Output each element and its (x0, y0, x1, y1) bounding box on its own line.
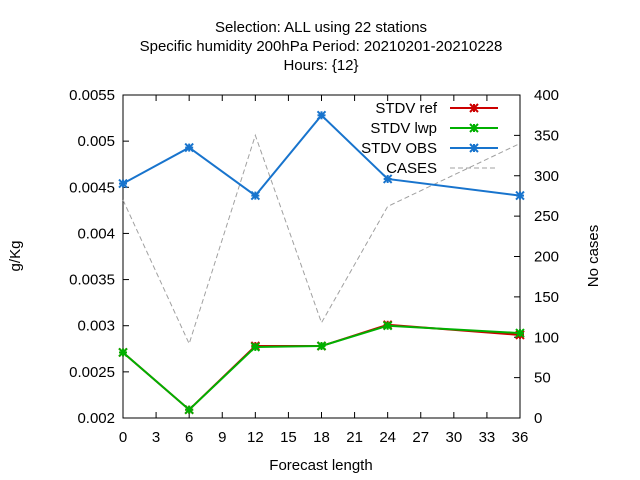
title-line: Selection: ALL using 22 stations (215, 19, 427, 36)
y2-tick-label: 350 (534, 127, 559, 144)
y-tick-label: 0.005 (77, 133, 115, 150)
x-tick-label: 6 (185, 429, 193, 446)
y-axis-label: g/Kg (7, 241, 24, 272)
data-point-stdv-lwp (184, 404, 194, 415)
series-line-stdv-lwp (122, 324, 521, 412)
data-point-stdv-obs (316, 110, 327, 121)
x-tick-label: 18 (313, 429, 330, 446)
x-axis: 0 3 6 9 12 15 18 21 24 27 30 33 36 (119, 95, 529, 446)
x-tick-label: 30 (445, 429, 462, 446)
legend-marker (469, 103, 479, 113)
y2-tick-label: 250 (534, 208, 559, 225)
data-point-stdv-lwp (515, 328, 525, 338)
data-point-stdv-obs (382, 174, 393, 184)
x-tick-label: 36 (512, 429, 529, 446)
title-line: Hours: {12} (283, 57, 358, 74)
chart-title: Selection: ALL using 22 stations Specific… (140, 19, 503, 74)
y2-tick-label: 150 (534, 289, 559, 306)
x-tick-label: 12 (247, 429, 264, 446)
plot-frame (122, 94, 521, 419)
legend-label: STDV OBS (361, 140, 437, 157)
x-tick-label: 0 (119, 429, 127, 446)
plot-border (122, 94, 521, 419)
data-point-stdv-obs (118, 178, 128, 189)
y2-axis-label: No cases (585, 225, 602, 288)
y-tick-label: 0.0055 (69, 87, 115, 104)
y2-tick-label: 100 (534, 329, 559, 346)
y2-tick-label: 400 (534, 87, 559, 104)
data-point-stdv-lwp (316, 341, 327, 351)
y-axis: 0.002 0.0025 0.003 0.0035 0.004 0.0045 0.005 0.… (69, 87, 129, 427)
legend-marker (469, 123, 479, 133)
data-point-stdv-obs (515, 190, 525, 201)
series-line-stdv-ref (122, 323, 521, 412)
y2-tick-label: 0 (534, 410, 542, 427)
y2-tick-label: 300 (534, 168, 559, 185)
legend-label: CASES (386, 160, 437, 177)
x-axis-label: Forecast length (269, 457, 372, 474)
data-point-stdv-obs (184, 142, 194, 153)
x-tick-label: 24 (379, 429, 396, 446)
y-tick-label: 0.004 (77, 225, 115, 242)
legend: STDV ref STDV lwp STDV OBS CASES (361, 100, 498, 177)
series-layer (118, 110, 525, 415)
data-point-stdv-lwp (118, 347, 128, 358)
y2-tick-label: 50 (534, 370, 551, 387)
x-tick-label: 9 (218, 429, 226, 446)
x-tick-label: 3 (152, 429, 160, 446)
x-tick-label: 15 (280, 429, 297, 446)
legend-label: STDV lwp (370, 120, 437, 137)
data-point-stdv-lwp (382, 321, 393, 331)
y-tick-label: 0.003 (77, 318, 115, 335)
y2-axis: 0 50 100 150 200 250 300 350 400 (514, 87, 559, 427)
y-tick-label: 0.0045 (69, 179, 115, 196)
series-line-cases (122, 133, 521, 346)
title-line: Specific humidity 200hPa Period: 2021020… (140, 38, 503, 55)
y-tick-label: 0.002 (77, 410, 115, 427)
data-point-stdv-obs (250, 190, 261, 201)
data-point-stdv-lwp (250, 342, 261, 352)
y2-tick-label: 200 (534, 249, 559, 266)
x-tick-label: 33 (479, 429, 496, 446)
y-tick-label: 0.0025 (69, 364, 115, 381)
x-tick-label: 21 (346, 429, 363, 446)
y-tick-label: 0.0035 (69, 272, 115, 289)
x-tick-label: 27 (412, 429, 429, 446)
legend-marker (469, 143, 479, 153)
series-line-stdv-obs (122, 113, 521, 197)
legend-label: STDV ref (375, 100, 438, 117)
